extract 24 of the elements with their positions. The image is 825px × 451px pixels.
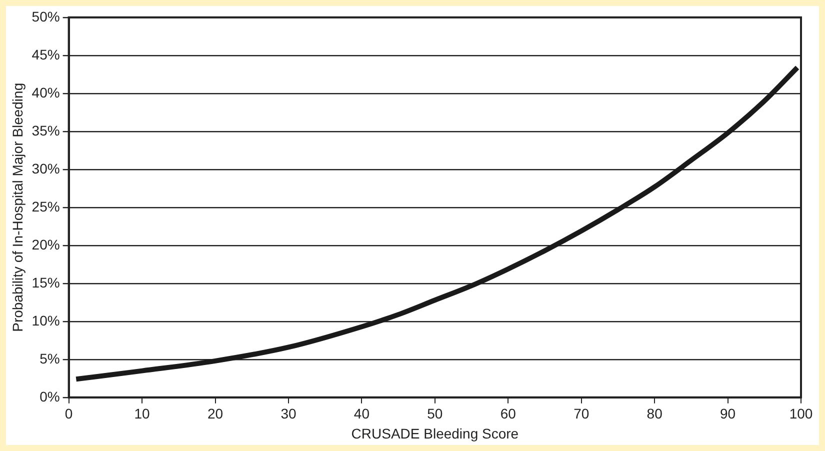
- y-tick-label: 5%: [40, 350, 60, 366]
- x-tick-label: 90: [720, 406, 736, 422]
- y-tick-label: 0%: [40, 388, 60, 404]
- y-tick-label: 50%: [32, 8, 60, 24]
- y-tick-label: 30%: [32, 160, 60, 176]
- x-tick-label: 80: [646, 406, 663, 422]
- x-tick-label: 0: [64, 406, 73, 422]
- y-tick-label: 35%: [32, 122, 60, 138]
- x-tick-label: 50: [427, 406, 443, 422]
- x-axis-title: CRUSADE Bleeding Score: [351, 425, 519, 442]
- y-tick-label: 25%: [32, 198, 60, 214]
- x-tick-label: 10: [134, 406, 150, 422]
- y-tick-label: 10%: [32, 312, 60, 328]
- y-tick-label: 15%: [32, 274, 60, 290]
- x-tick-label: 100: [789, 406, 813, 422]
- y-axis-title: Probability of In-Hospital Major Bleeding: [9, 82, 26, 332]
- x-tick-label: 60: [500, 406, 516, 422]
- x-tick-label: 40: [354, 406, 370, 422]
- y-tick-label: 20%: [32, 236, 60, 252]
- x-tick-label: 30: [280, 406, 296, 422]
- x-tick-label: 20: [207, 406, 224, 422]
- y-tick-label: 45%: [32, 46, 60, 62]
- y-tick-label: 40%: [32, 84, 60, 100]
- x-tick-label: 70: [574, 406, 590, 422]
